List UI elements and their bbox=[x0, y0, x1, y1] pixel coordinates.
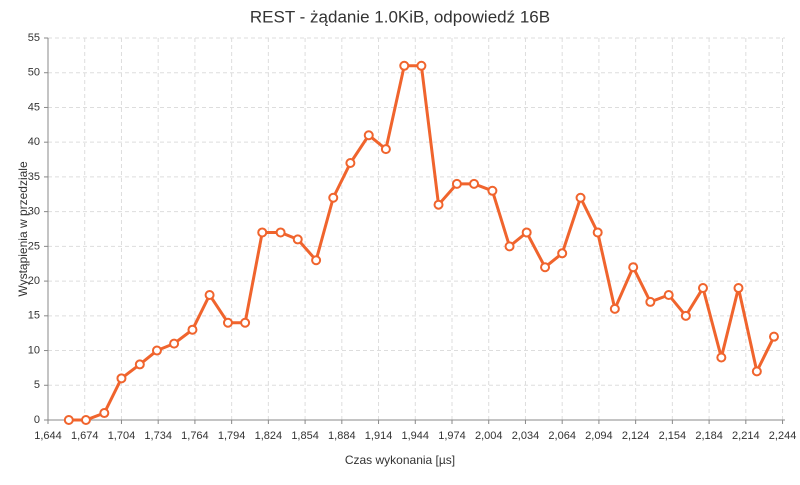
data-point bbox=[504, 241, 515, 252]
x-axis-label: Czas wykonania [µs] bbox=[345, 453, 455, 467]
data-point bbox=[380, 144, 391, 155]
data-point bbox=[663, 289, 674, 300]
x-tick-label: 1,764 bbox=[181, 430, 209, 442]
x-tick-label: 1,944 bbox=[402, 430, 430, 442]
data-point bbox=[363, 130, 374, 141]
y-tick-label: 30 bbox=[28, 206, 40, 218]
x-tick-label: 1,734 bbox=[144, 430, 172, 442]
y-tick-label: 15 bbox=[28, 310, 40, 322]
data-point bbox=[469, 178, 480, 189]
data-point bbox=[487, 185, 498, 196]
y-tick-label: 55 bbox=[28, 32, 40, 44]
chart-title: REST - żądanie 1.0KiB, odpowiedź 16B bbox=[250, 7, 550, 26]
y-tick-label: 40 bbox=[28, 136, 40, 148]
x-tick-label: 1,914 bbox=[365, 430, 393, 442]
x-tick-label: 2,004 bbox=[475, 430, 503, 442]
data-point bbox=[609, 303, 620, 314]
data-line bbox=[68, 64, 776, 422]
data-point bbox=[645, 296, 656, 307]
data-point bbox=[716, 352, 727, 363]
y-tick-label: 5 bbox=[34, 379, 40, 391]
data-point bbox=[521, 227, 532, 238]
data-point bbox=[345, 158, 356, 169]
data-point bbox=[116, 373, 127, 384]
data-point bbox=[733, 283, 744, 294]
x-tick-label: 2,214 bbox=[732, 430, 760, 442]
x-tick-label: 2,094 bbox=[585, 430, 613, 442]
data-point bbox=[134, 359, 145, 370]
data-point bbox=[575, 192, 586, 203]
data-point bbox=[169, 338, 180, 349]
y-tick-label: 35 bbox=[28, 171, 40, 183]
y-axis-label: Wystąpienia w przedziale bbox=[16, 161, 30, 297]
data-point bbox=[680, 310, 691, 321]
data-point bbox=[328, 192, 339, 203]
y-tick-label: 20 bbox=[28, 275, 40, 287]
x-tick-label: 1,974 bbox=[438, 430, 466, 442]
data-point bbox=[628, 262, 639, 273]
y-tick-label: 45 bbox=[28, 101, 40, 113]
y-tick-label: 10 bbox=[28, 344, 40, 356]
x-tick-label: 1,644 bbox=[34, 430, 62, 442]
data-point bbox=[257, 227, 268, 238]
x-tick-label: 1,674 bbox=[71, 430, 99, 442]
data-point bbox=[99, 408, 110, 419]
data-point bbox=[557, 248, 568, 259]
x-tick-label: 1,704 bbox=[108, 430, 136, 442]
data-point bbox=[204, 289, 215, 300]
y-tick-label: 50 bbox=[28, 67, 40, 79]
data-point bbox=[416, 60, 427, 71]
data-point bbox=[187, 324, 198, 335]
x-tick-label: 1,884 bbox=[328, 430, 356, 442]
data-point bbox=[768, 331, 779, 342]
data-point bbox=[751, 366, 762, 377]
y-tick-label: 25 bbox=[28, 240, 40, 252]
x-tick-label: 2,124 bbox=[622, 430, 650, 442]
data-point bbox=[540, 262, 551, 273]
data-point bbox=[451, 178, 462, 189]
data-point bbox=[399, 60, 410, 71]
data-point bbox=[151, 345, 162, 356]
data-point bbox=[311, 255, 322, 266]
data-point bbox=[275, 227, 286, 238]
data-point bbox=[80, 415, 91, 425]
x-tick-label: 2,154 bbox=[659, 430, 687, 442]
data-point bbox=[697, 283, 708, 294]
y-tick-label: 0 bbox=[34, 414, 40, 426]
x-tick-label: 2,064 bbox=[548, 430, 576, 442]
data-point bbox=[240, 317, 251, 328]
x-tick-label: 2,244 bbox=[769, 430, 797, 442]
data-point bbox=[63, 415, 74, 425]
data-point bbox=[433, 199, 444, 210]
data-point bbox=[592, 227, 603, 238]
x-tick-label: 1,854 bbox=[291, 430, 319, 442]
x-tick-label: 1,794 bbox=[218, 430, 246, 442]
x-tick-label: 2,184 bbox=[695, 430, 723, 442]
data-point bbox=[292, 234, 303, 245]
x-tick-label: 1,824 bbox=[255, 430, 283, 442]
data-point bbox=[222, 317, 233, 328]
x-tick-label: 2,034 bbox=[512, 430, 540, 442]
